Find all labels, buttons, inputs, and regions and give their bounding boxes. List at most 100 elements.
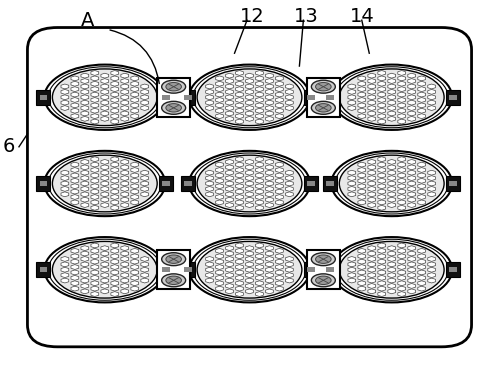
Polygon shape: [246, 170, 253, 175]
Polygon shape: [111, 98, 119, 102]
Polygon shape: [206, 100, 214, 105]
Polygon shape: [121, 197, 129, 202]
Polygon shape: [398, 286, 406, 291]
Polygon shape: [236, 259, 244, 264]
Ellipse shape: [311, 274, 335, 287]
Polygon shape: [111, 189, 119, 194]
Polygon shape: [131, 87, 139, 92]
Polygon shape: [216, 76, 224, 81]
Polygon shape: [398, 206, 406, 210]
Polygon shape: [275, 200, 283, 205]
Bar: [184, 95, 192, 100]
Polygon shape: [111, 103, 119, 108]
Polygon shape: [131, 200, 139, 205]
Polygon shape: [265, 203, 273, 207]
Polygon shape: [368, 267, 376, 272]
Bar: [39, 267, 47, 272]
Polygon shape: [418, 270, 426, 275]
Polygon shape: [206, 192, 214, 197]
Bar: [449, 181, 457, 186]
Text: 12: 12: [240, 7, 264, 26]
Polygon shape: [101, 257, 109, 261]
Polygon shape: [428, 90, 436, 94]
Polygon shape: [91, 292, 99, 297]
Polygon shape: [418, 200, 426, 205]
Polygon shape: [388, 203, 396, 207]
Polygon shape: [246, 246, 253, 251]
Polygon shape: [255, 259, 263, 264]
Bar: [307, 267, 315, 272]
Polygon shape: [418, 281, 426, 286]
Polygon shape: [275, 108, 283, 113]
Polygon shape: [131, 195, 139, 199]
Polygon shape: [398, 178, 406, 183]
Polygon shape: [71, 103, 79, 108]
Ellipse shape: [166, 83, 182, 91]
Bar: [36, 176, 50, 191]
Polygon shape: [71, 248, 79, 253]
Polygon shape: [101, 197, 109, 202]
Polygon shape: [265, 257, 273, 261]
Polygon shape: [216, 114, 224, 119]
Ellipse shape: [166, 103, 182, 112]
Ellipse shape: [162, 274, 186, 287]
Polygon shape: [358, 114, 366, 119]
Polygon shape: [91, 108, 99, 113]
Polygon shape: [91, 200, 99, 205]
Polygon shape: [141, 267, 149, 272]
Polygon shape: [388, 192, 396, 197]
Polygon shape: [131, 98, 139, 102]
Polygon shape: [368, 251, 376, 256]
Polygon shape: [141, 90, 149, 94]
Polygon shape: [91, 81, 99, 86]
Polygon shape: [141, 170, 149, 175]
Polygon shape: [428, 176, 436, 181]
Polygon shape: [265, 73, 273, 78]
Bar: [162, 95, 170, 100]
Polygon shape: [358, 200, 366, 205]
Polygon shape: [121, 181, 129, 186]
Bar: [446, 176, 460, 191]
Polygon shape: [121, 203, 129, 207]
Polygon shape: [91, 98, 99, 102]
Polygon shape: [398, 265, 406, 269]
Polygon shape: [236, 286, 244, 291]
Polygon shape: [408, 273, 416, 277]
Polygon shape: [216, 103, 224, 108]
Polygon shape: [81, 90, 89, 94]
Polygon shape: [275, 259, 283, 264]
Polygon shape: [378, 275, 386, 280]
Polygon shape: [358, 265, 366, 269]
Polygon shape: [91, 87, 99, 92]
Polygon shape: [378, 195, 386, 199]
Polygon shape: [111, 206, 119, 210]
Ellipse shape: [339, 69, 444, 126]
Polygon shape: [206, 106, 214, 110]
Polygon shape: [131, 184, 139, 189]
Polygon shape: [111, 275, 119, 280]
Polygon shape: [141, 95, 149, 100]
Polygon shape: [141, 84, 149, 89]
Polygon shape: [378, 254, 386, 259]
Polygon shape: [398, 114, 406, 119]
Polygon shape: [418, 87, 426, 92]
Polygon shape: [101, 79, 109, 83]
Polygon shape: [111, 254, 119, 259]
Polygon shape: [71, 81, 79, 86]
Polygon shape: [388, 267, 396, 272]
Polygon shape: [285, 170, 293, 175]
Polygon shape: [408, 170, 416, 175]
Polygon shape: [378, 184, 386, 189]
Polygon shape: [265, 278, 273, 283]
Polygon shape: [265, 90, 273, 94]
Polygon shape: [265, 192, 273, 197]
Polygon shape: [71, 108, 79, 113]
Polygon shape: [206, 95, 214, 100]
Polygon shape: [418, 173, 426, 178]
Polygon shape: [358, 98, 366, 102]
Polygon shape: [246, 251, 253, 256]
Polygon shape: [141, 192, 149, 197]
Polygon shape: [285, 181, 293, 186]
Polygon shape: [408, 165, 416, 170]
Polygon shape: [246, 100, 253, 105]
